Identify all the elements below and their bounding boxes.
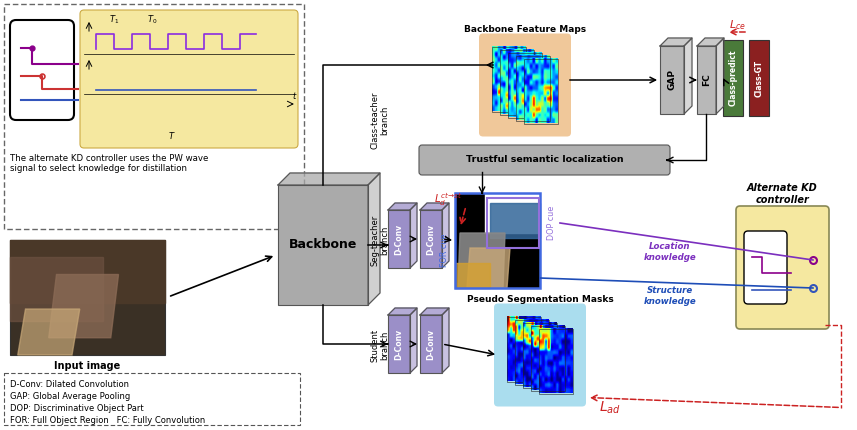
- Bar: [524, 58, 558, 123]
- Polygon shape: [420, 203, 449, 210]
- Bar: [508, 52, 542, 117]
- Text: $T_1$: $T_1$: [109, 13, 119, 25]
- Polygon shape: [18, 309, 80, 355]
- Text: Backbone: Backbone: [289, 239, 357, 252]
- Bar: [388, 210, 410, 268]
- Polygon shape: [442, 308, 449, 373]
- Bar: [723, 40, 743, 116]
- Polygon shape: [49, 274, 118, 338]
- Text: Student
branch: Student branch: [370, 329, 390, 362]
- FancyBboxPatch shape: [419, 145, 670, 175]
- Polygon shape: [278, 173, 380, 185]
- Polygon shape: [467, 248, 510, 288]
- Bar: [487, 198, 539, 248]
- Text: FOR: Full Object Region   FC: Fully Convolution: FOR: Full Object Region FC: Fully Convol…: [10, 416, 205, 425]
- Bar: [523, 322, 557, 387]
- Bar: [388, 315, 410, 373]
- Polygon shape: [455, 263, 490, 288]
- Text: D-Conv: D-Conv: [394, 224, 404, 255]
- Text: Pseudo Segmentation Masks: Pseudo Segmentation Masks: [466, 295, 614, 304]
- Polygon shape: [368, 173, 380, 305]
- Bar: [749, 40, 769, 116]
- FancyBboxPatch shape: [80, 10, 298, 148]
- Text: Input image: Input image: [54, 361, 121, 371]
- Bar: [531, 326, 565, 390]
- Polygon shape: [410, 203, 417, 268]
- Bar: [516, 55, 550, 120]
- Text: FOR cue: FOR cue: [440, 234, 450, 267]
- Text: Class-teacher
branch: Class-teacher branch: [370, 91, 390, 149]
- Polygon shape: [442, 203, 449, 268]
- Text: DOP: Discriminative Object Part: DOP: Discriminative Object Part: [10, 404, 144, 413]
- Polygon shape: [684, 38, 692, 114]
- Text: Structure
knowledge: Structure knowledge: [644, 286, 697, 306]
- Text: Class-GT: Class-GT: [754, 59, 764, 97]
- Text: FC: FC: [702, 74, 711, 86]
- Bar: [507, 316, 541, 381]
- FancyBboxPatch shape: [10, 20, 74, 120]
- Bar: [420, 315, 442, 373]
- Text: Backbone Feature Maps: Backbone Feature Maps: [464, 25, 586, 34]
- Text: $\mathit{L}_{ad}$: $\mathit{L}_{ad}$: [599, 399, 621, 416]
- Bar: [500, 49, 534, 114]
- Text: GAP: Global Average Pooling: GAP: Global Average Pooling: [10, 392, 130, 401]
- Text: GAP: GAP: [668, 70, 676, 90]
- Polygon shape: [10, 240, 165, 303]
- Text: Location
knowledge: Location knowledge: [644, 242, 697, 262]
- Bar: [10, 240, 165, 355]
- FancyBboxPatch shape: [4, 4, 304, 229]
- Bar: [697, 46, 716, 114]
- Bar: [278, 185, 368, 305]
- FancyBboxPatch shape: [4, 373, 300, 425]
- Text: The alternate KD controller uses the PW wave
signal to select knowledge for dist: The alternate KD controller uses the PW …: [10, 154, 208, 173]
- Polygon shape: [716, 38, 724, 114]
- Bar: [420, 210, 442, 268]
- Bar: [660, 46, 684, 114]
- Text: $t$: $t$: [292, 90, 297, 101]
- Polygon shape: [388, 308, 417, 315]
- Text: D-Conv: D-Conv: [394, 329, 404, 359]
- Text: Seg-teacher
branch: Seg-teacher branch: [370, 215, 390, 266]
- Polygon shape: [410, 308, 417, 373]
- Text: $T$: $T$: [168, 130, 176, 141]
- FancyBboxPatch shape: [494, 304, 586, 406]
- Text: Class-predict: Class-predict: [728, 50, 738, 106]
- Text: D-Conv: D-Conv: [427, 329, 435, 359]
- Text: Alternate KD
controller: Alternate KD controller: [747, 184, 818, 205]
- Text: Trustful semantic localization: Trustful semantic localization: [465, 156, 623, 165]
- FancyBboxPatch shape: [479, 34, 571, 136]
- Bar: [455, 193, 540, 288]
- Polygon shape: [697, 38, 724, 46]
- Polygon shape: [388, 203, 417, 210]
- FancyBboxPatch shape: [744, 231, 787, 304]
- Bar: [539, 329, 573, 393]
- Polygon shape: [458, 233, 505, 288]
- Polygon shape: [10, 257, 103, 320]
- Text: D-Conv: D-Conv: [427, 224, 435, 255]
- Text: D-Conv: Dilated Convolution: D-Conv: Dilated Convolution: [10, 380, 129, 389]
- Text: $\mathit{L}_{ce}$: $\mathit{L}_{ce}$: [728, 18, 746, 32]
- Bar: [515, 319, 549, 384]
- Text: DOP cue: DOP cue: [548, 206, 556, 240]
- Polygon shape: [660, 38, 692, 46]
- Polygon shape: [485, 193, 540, 233]
- Text: $\mathit{L}_d^{ct\!\to\!st}$: $\mathit{L}_d^{ct\!\to\!st}$: [434, 192, 463, 209]
- Polygon shape: [490, 203, 540, 238]
- Polygon shape: [420, 308, 449, 315]
- Bar: [492, 46, 526, 111]
- Text: $T_0$: $T_0$: [147, 13, 157, 25]
- Bar: [455, 193, 540, 288]
- FancyBboxPatch shape: [736, 206, 829, 329]
